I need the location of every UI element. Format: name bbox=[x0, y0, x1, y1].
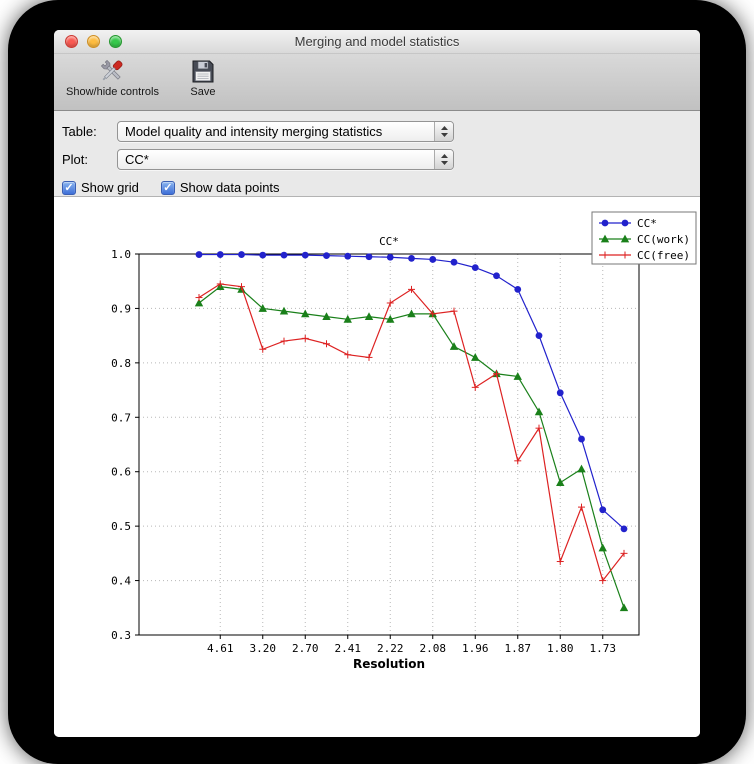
svg-text:1.0: 1.0 bbox=[111, 248, 131, 261]
svg-text:1.80: 1.80 bbox=[547, 642, 574, 655]
chart-legend: CC* CC(work) CC(free) bbox=[591, 211, 697, 265]
checkbox-label: Show grid bbox=[81, 180, 139, 195]
save-icon bbox=[190, 58, 216, 86]
svg-text:0.9: 0.9 bbox=[111, 302, 131, 315]
titlebar[interactable]: Merging and model statistics bbox=[54, 30, 700, 54]
svg-text:0.8: 0.8 bbox=[111, 357, 131, 370]
chart-xlabel: Resolution bbox=[353, 657, 425, 671]
svg-text:0.5: 0.5 bbox=[111, 520, 131, 533]
checkbox-label: Show data points bbox=[179, 180, 280, 195]
app-window: Merging and model statistics bbox=[54, 30, 700, 737]
plot-select[interactable]: CC* bbox=[117, 149, 454, 170]
svg-text:1.87: 1.87 bbox=[505, 642, 532, 655]
plot-canvas: 0.3 0.4 0.5 0.6 0.7 0.8 0.9 1.0 4.61 3.20 2.70 2.41… bbox=[111, 211, 697, 671]
controls-panel: Table: Model quality and intensity mergi… bbox=[54, 111, 700, 197]
zoom-button[interactable] bbox=[109, 35, 122, 48]
series-cc- bbox=[195, 251, 628, 533]
show-hide-controls-button[interactable]: Show/hide controls bbox=[66, 58, 159, 98]
toolbar: Show/hide controls Save bbox=[54, 54, 700, 111]
svg-text:2.70: 2.70 bbox=[292, 642, 319, 655]
window-title: Merging and model statistics bbox=[294, 34, 460, 49]
save-button[interactable]: Save bbox=[183, 58, 223, 98]
table-select-value: Model quality and intensity merging stat… bbox=[125, 124, 383, 139]
svg-text:1.96: 1.96 bbox=[462, 642, 489, 655]
chart-ticks: 0.3 0.4 0.5 0.6 0.7 0.8 0.9 1.0 4.61 3.20 2.70 2.41… bbox=[111, 248, 616, 655]
toolbar-item-label: Show/hide controls bbox=[66, 86, 159, 98]
plot-select-value: CC* bbox=[125, 152, 149, 167]
table-label: Table: bbox=[62, 124, 97, 139]
plot-figure: 0.3 0.4 0.5 0.6 0.7 0.8 0.9 1.0 4.61 3.20 2.70 2.41… bbox=[54, 197, 700, 737]
table-select[interactable]: Model quality and intensity merging stat… bbox=[117, 121, 454, 142]
chart-axes bbox=[138, 253, 640, 636]
checkbox-check-icon: ✓ bbox=[62, 180, 76, 195]
svg-text:3.20: 3.20 bbox=[250, 642, 277, 655]
up-down-arrows-icon bbox=[434, 122, 453, 141]
svg-text:Resolution: Resolution bbox=[353, 657, 425, 671]
svg-text:CC*: CC* bbox=[379, 235, 399, 248]
svg-text:0.6: 0.6 bbox=[111, 466, 131, 479]
chart-grid bbox=[139, 253, 639, 636]
svg-text:CC(free): CC(free) bbox=[637, 249, 690, 262]
svg-text:1.73: 1.73 bbox=[590, 642, 617, 655]
series-cc-free- bbox=[195, 280, 628, 585]
plot-label: Plot: bbox=[62, 152, 89, 167]
svg-text:0.3: 0.3 bbox=[111, 629, 131, 642]
svg-text:CC*: CC* bbox=[637, 217, 657, 230]
svg-text:2.08: 2.08 bbox=[420, 642, 447, 655]
close-button[interactable] bbox=[65, 35, 78, 48]
toolbar-item-label: Save bbox=[190, 86, 216, 98]
minimize-button[interactable] bbox=[87, 35, 100, 48]
svg-text:4.61: 4.61 bbox=[207, 642, 234, 655]
traffic-lights bbox=[65, 35, 122, 48]
chart-title: CC* bbox=[379, 235, 399, 248]
tools-icon bbox=[97, 58, 127, 86]
show-grid-checkbox[interactable]: ✓ Show grid bbox=[62, 180, 139, 195]
svg-text:2.22: 2.22 bbox=[377, 642, 404, 655]
svg-text:2.41: 2.41 bbox=[335, 642, 362, 655]
show-data-points-checkbox[interactable]: ✓ Show data points bbox=[160, 180, 280, 195]
table-row: Table: Model quality and intensity mergi… bbox=[62, 121, 700, 142]
checkbox-check-icon: ✓ bbox=[160, 180, 175, 195]
svg-text:0.7: 0.7 bbox=[111, 411, 131, 424]
plot-row: Plot: CC* bbox=[62, 149, 700, 170]
checkbox-row: ✓ Show grid ✓ Show data points bbox=[62, 180, 700, 195]
svg-text:0.4: 0.4 bbox=[111, 575, 131, 588]
up-down-arrows-icon bbox=[434, 150, 453, 169]
svg-text:CC(work): CC(work) bbox=[637, 233, 690, 246]
